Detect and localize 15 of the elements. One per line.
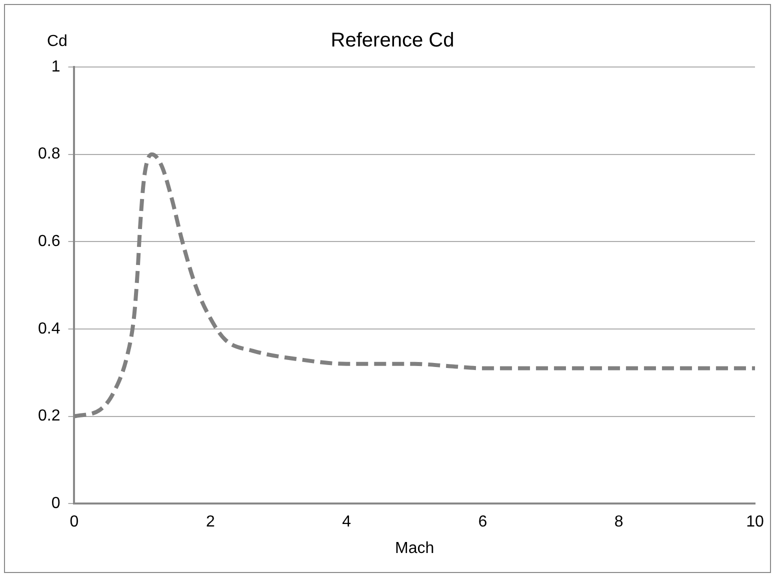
- y-tick-label: 0.6: [38, 233, 60, 250]
- x-tick-label: 6: [478, 514, 488, 531]
- y-tick-label: 1: [51, 58, 60, 76]
- x-tick-label: 2: [206, 514, 215, 531]
- x-axis-title: Mach: [395, 540, 434, 557]
- chart-title: Reference Cd: [330, 30, 454, 52]
- x-tick-label: 0: [70, 514, 79, 531]
- y-tick-label: 0.4: [38, 320, 60, 338]
- y-axis-title: Cd: [47, 33, 68, 51]
- y-tick-label: 0.2: [38, 408, 60, 425]
- x-tick-label: 8: [614, 514, 624, 531]
- y-tick-label: 0.8: [38, 146, 60, 163]
- y-tick-label: 0: [51, 495, 60, 512]
- x-tick-label: 10: [746, 514, 764, 531]
- x-tick-label: 4: [342, 514, 352, 531]
